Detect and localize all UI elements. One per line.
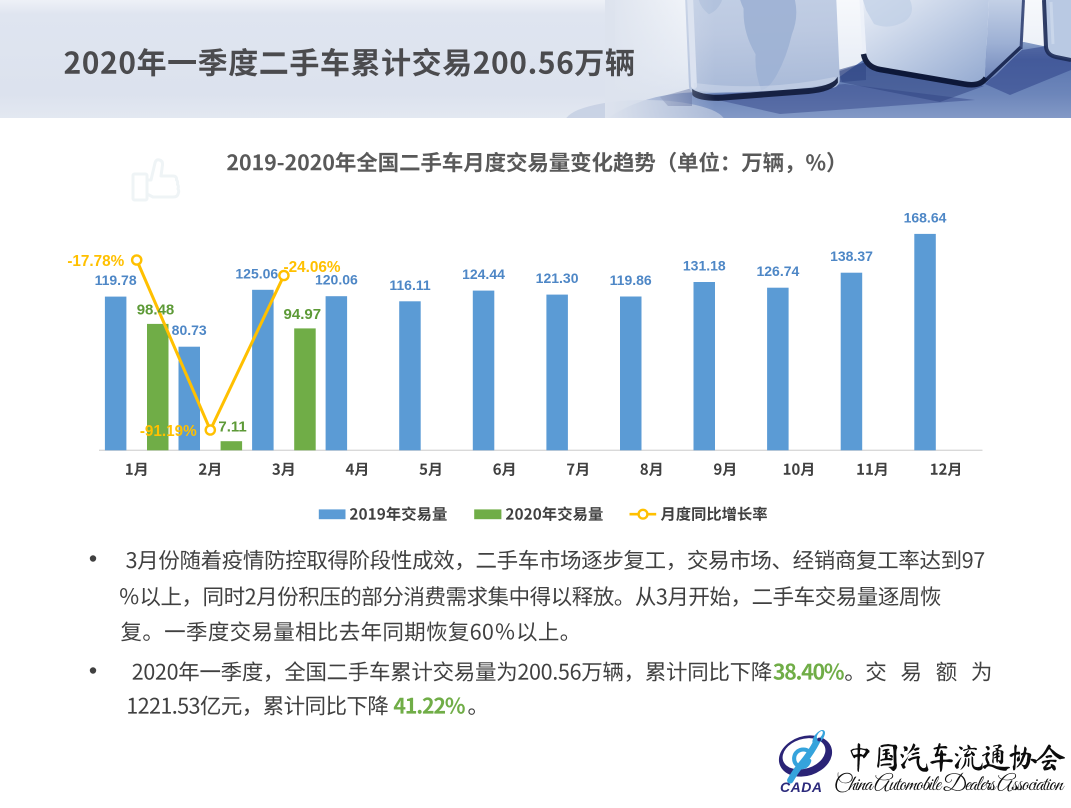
svg-text:131.18: 131.18 xyxy=(683,258,726,274)
svg-text:116.11: 116.11 xyxy=(389,277,430,293)
svg-text:119.78: 119.78 xyxy=(95,272,137,288)
svg-text:121.30: 121.30 xyxy=(536,270,579,286)
svg-text:119.86: 119.86 xyxy=(610,272,652,288)
svg-text:124.44: 124.44 xyxy=(462,266,505,282)
svg-text:168.64: 168.64 xyxy=(904,209,947,225)
svg-text:80.73: 80.73 xyxy=(172,322,207,338)
svg-text:7.11: 7.11 xyxy=(218,419,246,436)
svg-text:138.37: 138.37 xyxy=(830,248,873,264)
svg-text:-91.19%: -91.19% xyxy=(140,423,197,440)
svg-text:120.06: 120.06 xyxy=(315,272,358,288)
svg-text:94.97: 94.97 xyxy=(284,306,322,323)
svg-text:CADA: CADA xyxy=(780,779,822,795)
svg-text:-24.06%: -24.06% xyxy=(284,259,341,276)
svg-text:98.48: 98.48 xyxy=(137,301,175,318)
svg-text:126.74: 126.74 xyxy=(756,263,799,279)
svg-text:125.06: 125.06 xyxy=(235,265,278,281)
svg-text:-17.78%: -17.78% xyxy=(67,253,124,270)
